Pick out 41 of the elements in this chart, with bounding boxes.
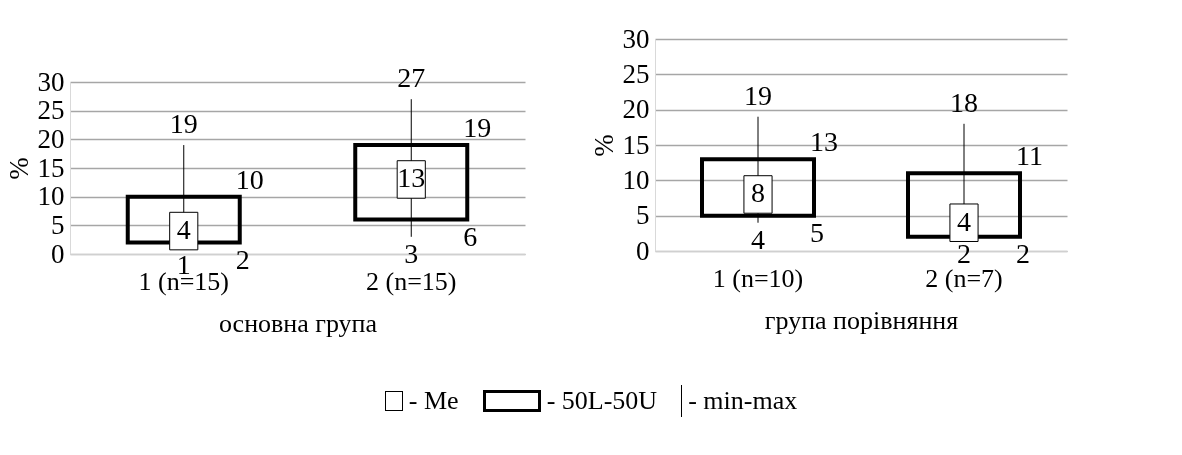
text: - 50L-50U <box>546 386 658 416</box>
y-tick-label: 20 <box>622 94 650 125</box>
y-tick-label: 30 <box>37 66 65 97</box>
annotation: 4 <box>751 223 765 255</box>
y-axis-title: % <box>588 134 619 157</box>
annotation: 2 <box>235 243 250 275</box>
annotation: 4 <box>176 214 191 246</box>
annotation: 3 <box>404 237 419 269</box>
annotation: 4 <box>957 205 971 237</box>
annotation: 13 <box>397 162 426 194</box>
y-tick-label: 5 <box>636 200 650 231</box>
y-tick-label: 5 <box>51 209 65 240</box>
annotation: 10 <box>235 163 264 195</box>
x-tick-label: 1 (n=10) <box>712 263 804 293</box>
annotation: 27 <box>397 62 426 94</box>
y-tick-label: 25 <box>37 95 65 126</box>
y-tick-label: 15 <box>37 152 65 183</box>
y-tick-label: 15 <box>622 129 650 160</box>
y-tick-label: 30 <box>622 23 650 54</box>
annotation: 18 <box>950 86 978 118</box>
text: - min-max <box>688 386 798 416</box>
annotation: 8 <box>751 177 765 209</box>
annotation: 2 <box>1016 237 1030 269</box>
annotation: 13 <box>810 126 838 158</box>
annotation: 5 <box>810 216 824 248</box>
annotation: 6 <box>463 220 478 252</box>
y-tick-label: 10 <box>37 181 65 212</box>
y-tick-label: 20 <box>37 123 65 154</box>
x-tick-label: 2 (n=15) <box>366 266 457 296</box>
annotation: 11 <box>1016 140 1043 172</box>
x-axis-title: група порівняння <box>764 305 959 335</box>
y-tick-label: 10 <box>622 164 650 195</box>
x-axis-title: основна група <box>218 308 378 338</box>
y-axis-title: % <box>3 157 34 180</box>
annotation: 19 <box>744 79 772 111</box>
y-tick-label: 0 <box>636 235 650 266</box>
y-tick-label: 25 <box>622 58 650 89</box>
text: - Me <box>408 386 459 416</box>
annotation: 19 <box>463 112 492 144</box>
y-tick-label: 0 <box>51 238 65 269</box>
annotation: 19 <box>169 108 198 140</box>
